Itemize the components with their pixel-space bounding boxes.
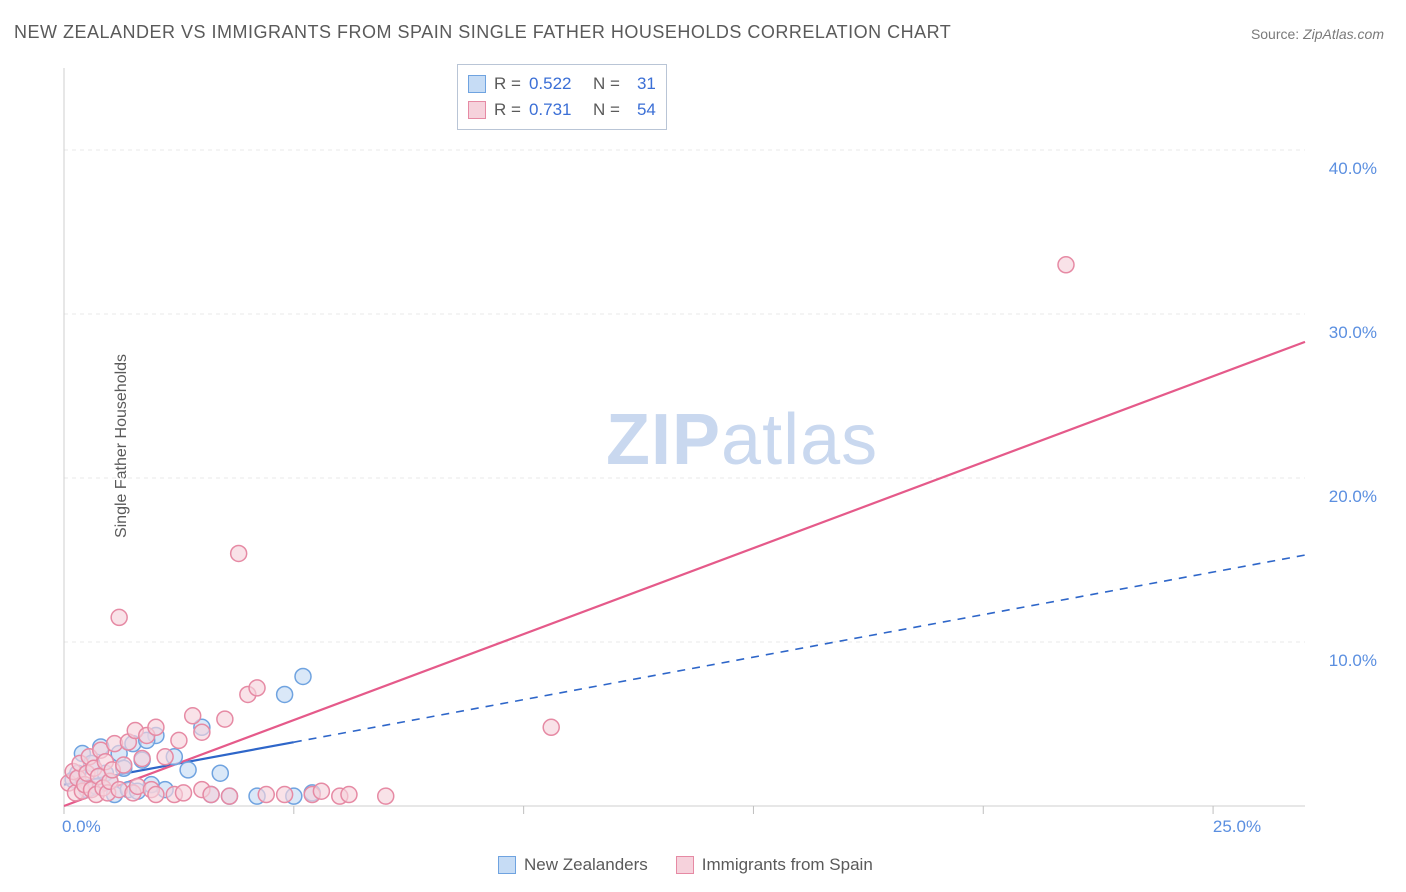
legend-item: New Zealanders <box>498 855 648 875</box>
legend-swatch <box>468 75 486 93</box>
svg-text:30.0%: 30.0% <box>1329 323 1377 342</box>
svg-text:0.0%: 0.0% <box>62 817 101 836</box>
svg-text:10.0%: 10.0% <box>1329 651 1377 670</box>
legend-swatch <box>676 856 694 874</box>
stat-n-value: 54 <box>628 100 656 120</box>
legend-label: Immigrants from Spain <box>702 855 873 875</box>
stat-r-label: R = <box>494 74 521 94</box>
source-label: Source: <box>1251 26 1299 42</box>
stats-legend-row: R = 0.731 N = 54 <box>468 97 656 123</box>
svg-text:25.0%: 25.0% <box>1213 817 1261 836</box>
svg-text:20.0%: 20.0% <box>1329 487 1377 506</box>
chart-title: NEW ZEALANDER VS IMMIGRANTS FROM SPAIN S… <box>14 22 951 43</box>
source-attribution: Source: ZipAtlas.com <box>1251 26 1384 42</box>
stat-r-value: 0.731 <box>529 100 585 120</box>
legend-label: New Zealanders <box>524 855 648 875</box>
stat-n-value: 31 <box>628 74 656 94</box>
stat-n-label: N = <box>593 74 620 94</box>
legend-swatch <box>498 856 516 874</box>
series-legend: New Zealanders Immigrants from Spain <box>498 855 873 875</box>
stat-r-label: R = <box>494 100 521 120</box>
stat-n-label: N = <box>593 100 620 120</box>
svg-text:40.0%: 40.0% <box>1329 159 1377 178</box>
stats-legend: R = 0.522 N = 31 R = 0.731 N = 54 <box>457 64 667 130</box>
source-value: ZipAtlas.com <box>1303 26 1384 42</box>
stats-legend-row: R = 0.522 N = 31 <box>468 71 656 97</box>
legend-item: Immigrants from Spain <box>676 855 873 875</box>
legend-swatch <box>468 101 486 119</box>
correlation-chart: 10.0% 20.0% 30.0% 40.0% 0.0% 25.0% <box>60 60 1380 840</box>
stat-r-value: 0.522 <box>529 74 585 94</box>
